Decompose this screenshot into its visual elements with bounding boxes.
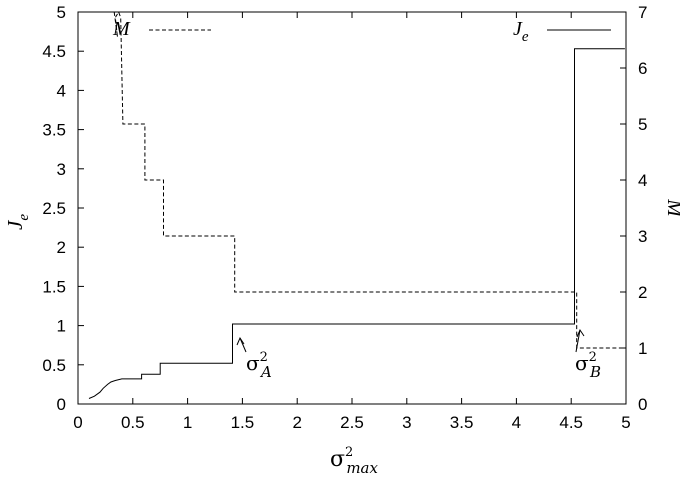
y-left-tick-label: 4.5 [42, 42, 66, 61]
plot-area [77, 11, 627, 405]
axis-labels: σ2maxJeM [3, 198, 680, 477]
y-right-tick-label: 2 [638, 283, 647, 302]
legend-label-je: Je [513, 18, 529, 45]
annotation-subscript: A [259, 363, 272, 381]
x-tick-label: 1 [183, 413, 192, 432]
x-tick-label: 0.5 [121, 413, 145, 432]
y-right-tick-label: 1 [638, 339, 647, 358]
annotation-arrowhead [576, 328, 585, 338]
y-left-tick-label: 2.5 [42, 199, 66, 218]
y-right-tick-label: 3 [638, 227, 647, 246]
y-left-axis-label: Je [3, 214, 32, 230]
x-tick-label: 2.5 [340, 413, 364, 432]
y-left-tick-label: 5 [57, 3, 66, 22]
annotation-arrow [575, 329, 581, 353]
annotation-sigma-a: σ2 A [246, 350, 272, 381]
y-right-tick-label: 4 [638, 171, 647, 190]
annotation-subscript: B [589, 363, 601, 381]
annotation-sigma-b: σ2 B [575, 350, 601, 381]
y-left-tick-label: 1 [57, 317, 66, 336]
y-left-tick-label: 1.5 [42, 277, 66, 296]
x-tick-label: 4 [512, 413, 521, 432]
annotation-arrowhead [236, 336, 245, 346]
y-left-tick-label: 4 [57, 81, 66, 100]
legend-symbol: M [112, 18, 131, 40]
x-tick-label: 3.5 [450, 413, 474, 432]
legend-subscript: e [522, 29, 529, 45]
x-tick-label: 3 [402, 413, 411, 432]
annotation-superscript: 2 [260, 350, 268, 365]
annotation-symbol: σ [575, 351, 589, 375]
legend-label-m: M [112, 18, 131, 40]
x-axis-subscript: max [346, 459, 378, 477]
y-right-tick-label: 0 [638, 395, 647, 414]
annotation-symbol: σ [246, 351, 260, 375]
x-tick-label: 4.5 [559, 413, 583, 432]
series-line-je [88, 48, 625, 399]
legend: Je M [112, 18, 611, 45]
x-axis-symbol: σ [330, 447, 345, 472]
series-line-m [113, 10, 625, 349]
y-left-tick-label: 0 [57, 395, 66, 414]
y-left-tick-label: 3 [57, 160, 66, 179]
y-right-tick-label: 6 [638, 59, 647, 78]
series [88, 10, 625, 399]
y-left-tick-label: 0.5 [42, 356, 66, 375]
annotation-superscript: 2 [589, 350, 597, 365]
x-tick-label: 5 [621, 413, 630, 432]
x-axis-superscript: 2 [345, 445, 353, 460]
y-right-tick-label: 5 [638, 115, 647, 134]
y-right-tick-label: 7 [638, 3, 647, 22]
x-tick-label: 1.5 [231, 413, 255, 432]
y-right-axis-label: M [663, 198, 680, 218]
y-left-axis-symbol: J [3, 219, 27, 230]
y-left-tick-label: 2 [57, 238, 66, 257]
ticks: 0 0.5 1 1.5 2 2.5 3 3.5 4 4.5 500.511.522.533.544.… [42, 3, 647, 432]
x-tick-label: 2 [292, 413, 301, 432]
x-tick-label: 0 [73, 413, 82, 432]
y-left-tick-label: 3.5 [42, 121, 66, 140]
legend-symbol: J [513, 18, 523, 40]
y-left-axis-subscript: e [16, 214, 32, 221]
x-axis-label: σ2 max [330, 445, 378, 477]
